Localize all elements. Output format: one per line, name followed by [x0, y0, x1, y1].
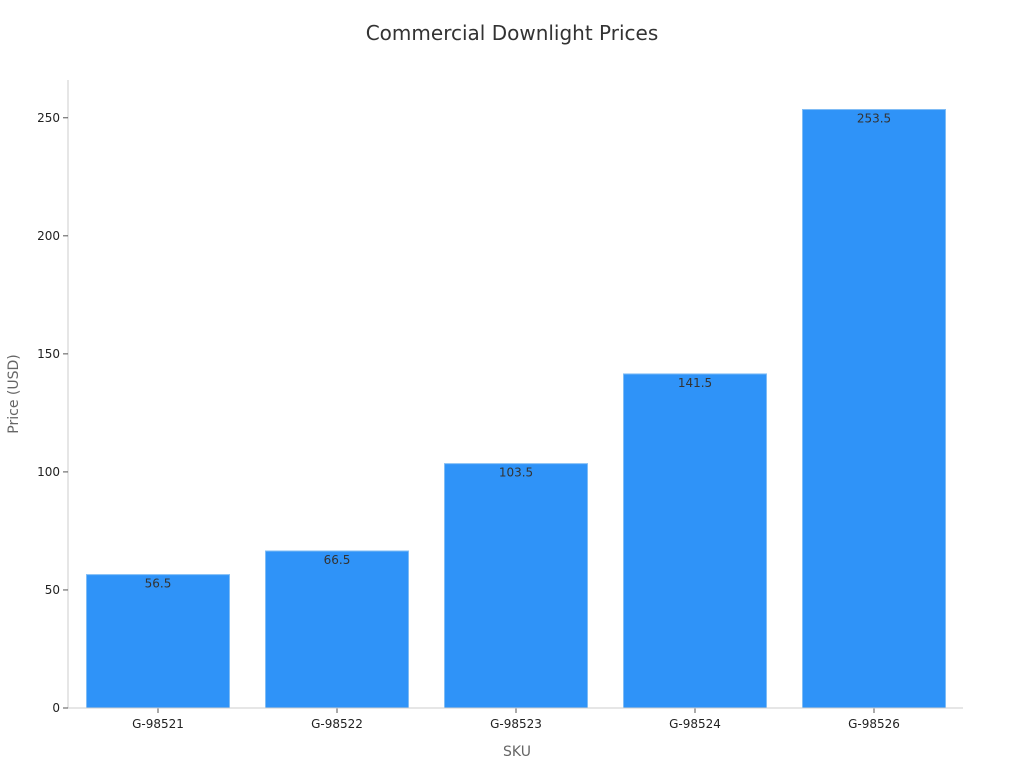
axes-group: G-98521 G-98522 G-98523 G-98524 G-98526 0 50 10… — [37, 80, 963, 731]
chart-title: Commercial Downlight Prices — [366, 21, 659, 45]
x-tick-label-g-98522: G-98522 — [311, 717, 363, 731]
y-tick-label-150: 150 — [37, 347, 60, 361]
bar-g-98523 — [444, 463, 588, 709]
x-axis-title: SKU — [503, 744, 531, 760]
x-tick-label-g-98523: G-98523 — [490, 717, 542, 731]
y-tick-label-100: 100 — [37, 465, 60, 479]
y-tick-label-0: 0 — [52, 701, 60, 715]
data-label-g-98526: 253.5 — [857, 112, 891, 126]
data-label-g-98524: 141.5 — [678, 376, 712, 390]
bar-g-98521 — [86, 574, 230, 709]
bar-g-98524 — [623, 373, 767, 709]
y-tick-label-200: 200 — [37, 229, 60, 243]
data-label-g-98522: 66.5 — [324, 553, 351, 567]
bar-g-98522 — [265, 550, 409, 709]
y-tick-label-50: 50 — [45, 583, 60, 597]
x-tick-label-g-98526: G-98526 — [848, 717, 900, 731]
data-label-g-98521: 56.5 — [145, 577, 172, 591]
y-axis-title: Price (USD) — [6, 354, 22, 433]
bar-g-98526 — [802, 109, 946, 709]
x-tick-label-g-98521: G-98521 — [132, 717, 184, 731]
bars-group: 56.5 66.5 103.5 141.5 253.5 — [86, 109, 946, 709]
y-tick-label-250: 250 — [37, 111, 60, 125]
x-tick-label-g-98524: G-98524 — [669, 717, 721, 731]
data-label-g-98523: 103.5 — [499, 466, 533, 480]
